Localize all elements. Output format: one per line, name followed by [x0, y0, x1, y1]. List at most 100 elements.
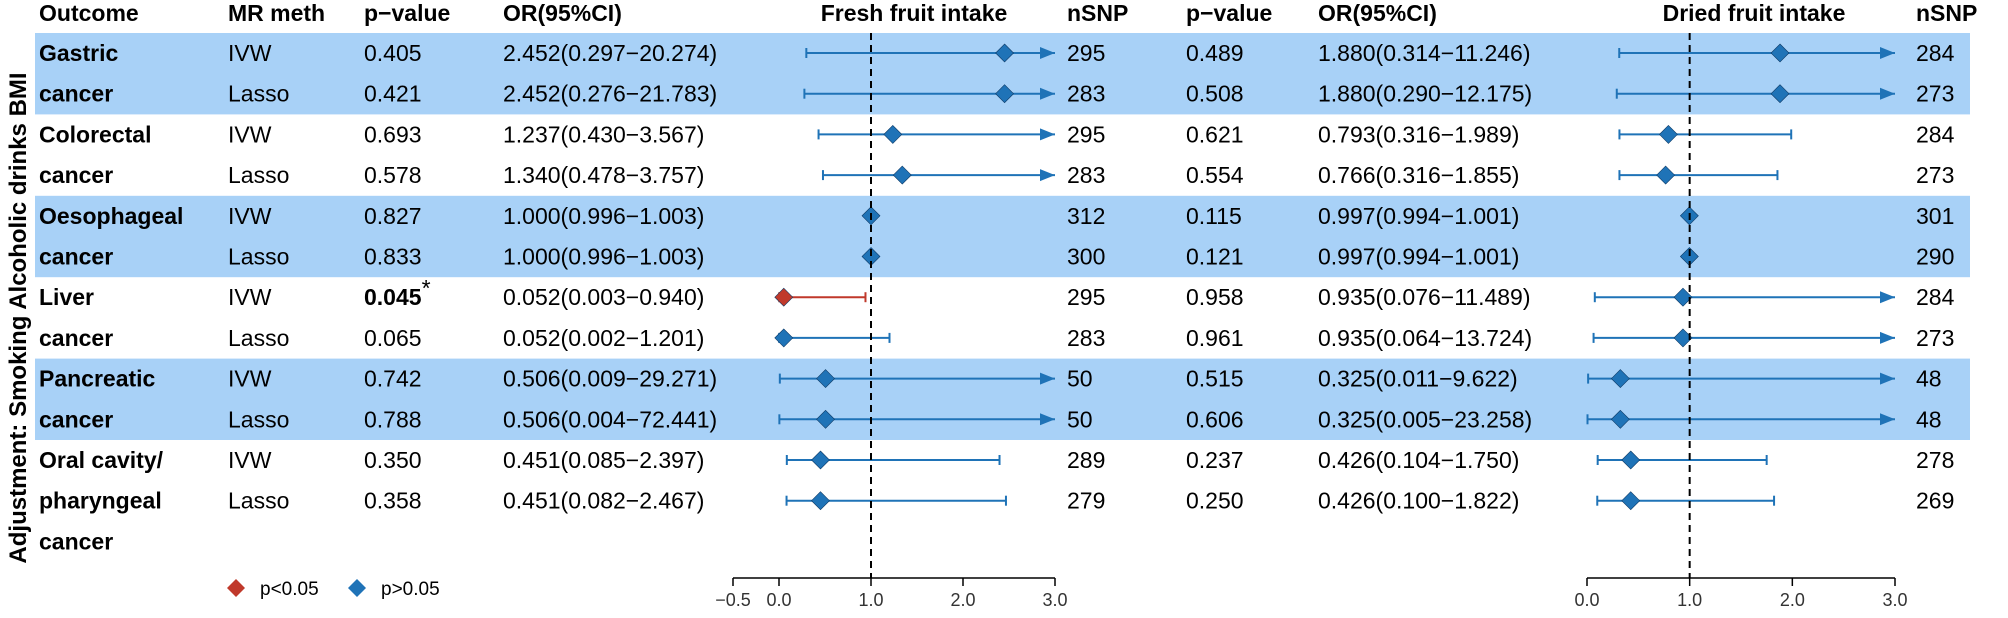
- pvalue-cell-2: 0.554: [1186, 162, 1244, 188]
- or-cell: 0.451(0.085−2.397): [503, 447, 704, 473]
- data-table: Gastric cancer Colorectal cancer Oesophageal…: [39, 40, 1955, 554]
- or-cell-2: 0.325(0.005−23.258): [1318, 406, 1532, 432]
- dried-ci-arrow: [1880, 47, 1895, 59]
- dried-point-diamond: [1621, 450, 1641, 470]
- pvalue-cell-2: 0.621: [1186, 121, 1244, 147]
- or-cell-2: 0.997(0.994−1.001): [1318, 244, 1519, 270]
- pvalue-cell: 0.405: [364, 40, 422, 66]
- nsnp-cell: 295: [1067, 40, 1105, 66]
- or-cell-2: 0.766(0.316−1.855): [1318, 162, 1519, 188]
- pvalue-cell-2: 0.121: [1186, 244, 1244, 270]
- fresh-point-diamond: [816, 409, 835, 429]
- or-cell: 1.340(0.478−3.757): [503, 162, 704, 188]
- nsnp-cell-2: 269: [1916, 488, 1954, 514]
- nsnp-cell: 279: [1067, 488, 1105, 514]
- legend: p<0.05 p>0.05: [227, 579, 440, 600]
- header-dried-title: Dried fruit intake: [1663, 0, 1846, 26]
- pvalue-cell: 0.065: [364, 325, 422, 351]
- or-cell: 1.237(0.430−3.567): [503, 121, 704, 147]
- or-cell: 2.452(0.276−21.783): [503, 81, 717, 107]
- method-cell: Lasso: [228, 162, 289, 188]
- pvalue-cell: 0.827: [364, 203, 422, 229]
- or-cell: 1.000(0.996−1.003): [503, 244, 704, 270]
- nsnp-cell: 312: [1067, 203, 1105, 229]
- nsnp-cell-2: 273: [1916, 162, 1954, 188]
- pvalue-cell: 0.742: [364, 366, 422, 392]
- fresh-point-diamond: [774, 328, 794, 348]
- legend-marker-1: [227, 579, 245, 597]
- pvalue-cell: 0.350: [364, 447, 422, 473]
- or-cell: 0.506(0.004−72.441): [503, 406, 717, 432]
- outcome-label: Oesophageal: [39, 203, 183, 229]
- header-pvalue-2: p−value: [1186, 0, 1272, 26]
- or-cell: 1.000(0.996−1.003): [503, 203, 704, 229]
- method-cell: IVW: [228, 447, 272, 473]
- pvalue-cell-2: 0.515: [1186, 366, 1244, 392]
- nsnp-cell: 283: [1067, 162, 1105, 188]
- dried-axis-tick-label: 1.0: [1677, 590, 1702, 610]
- header-outcome: Outcome: [39, 0, 139, 26]
- outcome-label: cancer: [39, 325, 113, 351]
- pvalue-cell: 0.358: [364, 488, 422, 514]
- method-cell: Lasso: [228, 81, 289, 107]
- significance-star: *: [422, 275, 431, 301]
- outcome-label: cancer: [39, 162, 113, 188]
- dried-ci-arrow: [1880, 331, 1895, 344]
- or-cell-2: 0.793(0.316−1.989): [1318, 121, 1519, 147]
- nsnp-cell-2: 301: [1916, 203, 1954, 229]
- or-cell: 0.052(0.003−0.940): [503, 284, 704, 310]
- header-or-2: OR(95%CI): [1318, 0, 1437, 26]
- fresh-ci-arrow: [1040, 169, 1055, 182]
- dried-axis-tick-label: 0.0: [1574, 590, 1599, 610]
- pvalue-cell: 0.788: [364, 406, 422, 432]
- pvalue-cell-2: 0.958: [1186, 284, 1244, 310]
- fresh-point-diamond: [892, 165, 912, 185]
- fresh-point-diamond: [995, 43, 1015, 63]
- header-method: MR meth: [228, 0, 325, 26]
- band-1: [35, 33, 1970, 115]
- legend-label-2: p>0.05: [381, 579, 440, 600]
- fresh-point-diamond: [811, 491, 830, 511]
- nsnp-cell-2: 48: [1916, 366, 1942, 392]
- nsnp-cell: 295: [1067, 121, 1105, 147]
- header-nsnp-2: nSNP: [1916, 0, 1977, 26]
- header-fresh-title: Fresh fruit intake: [821, 0, 1008, 26]
- dried-ci-arrow: [1880, 291, 1895, 304]
- dried-ci-arrow: [1880, 87, 1895, 100]
- header-pvalue: p−value: [364, 0, 450, 26]
- dried-point-diamond: [1621, 491, 1641, 511]
- dried-point-diamond: [1770, 84, 1790, 104]
- nsnp-cell-2: 284: [1916, 40, 1955, 66]
- fresh-ci-arrow: [1040, 372, 1055, 385]
- pvalue-cell: 0.578: [364, 162, 422, 188]
- method-cell: IVW: [228, 121, 272, 147]
- method-cell: Lasso: [228, 325, 289, 351]
- or-cell-2: 1.880(0.314−11.246): [1318, 40, 1531, 66]
- forest-marks: [774, 33, 1895, 578]
- pvalue-cell-2: 0.489: [1186, 40, 1244, 66]
- pvalue-cell-2: 0.961: [1186, 325, 1244, 351]
- outcome-label: Pancreatic: [39, 366, 156, 392]
- dried-axis-tick-label: 3.0: [1882, 590, 1907, 610]
- or-cell: 2.452(0.297−20.274): [503, 40, 717, 66]
- outcome-label: Liver: [39, 284, 94, 310]
- method-cell: IVW: [228, 203, 272, 229]
- pvalue-cell-2: 0.237: [1186, 447, 1244, 473]
- dried-point-diamond: [1673, 287, 1693, 307]
- dried-ci-arrow: [1880, 413, 1895, 426]
- nsnp-cell-2: 48: [1916, 406, 1942, 432]
- pvalue-cell: 0.045*: [364, 275, 431, 310]
- dried-point-diamond: [1770, 43, 1790, 63]
- nsnp-cell-2: 290: [1916, 244, 1954, 270]
- nsnp-cell-2: 273: [1916, 325, 1954, 351]
- dried-point-diamond: [1656, 165, 1676, 185]
- pvalue-cell-2: 0.508: [1186, 81, 1244, 107]
- axes: −0.5 0.0 1.0 2.0 3.0 0.0 1.0 2.0 3.0: [715, 577, 1908, 610]
- fresh-point-diamond: [811, 450, 830, 470]
- nsnp-cell: 283: [1067, 325, 1105, 351]
- nsnp-cell: 50: [1067, 406, 1093, 432]
- dried-point-diamond: [1610, 409, 1630, 429]
- band-3: [35, 195, 1970, 278]
- dried-point-diamond: [1658, 124, 1678, 144]
